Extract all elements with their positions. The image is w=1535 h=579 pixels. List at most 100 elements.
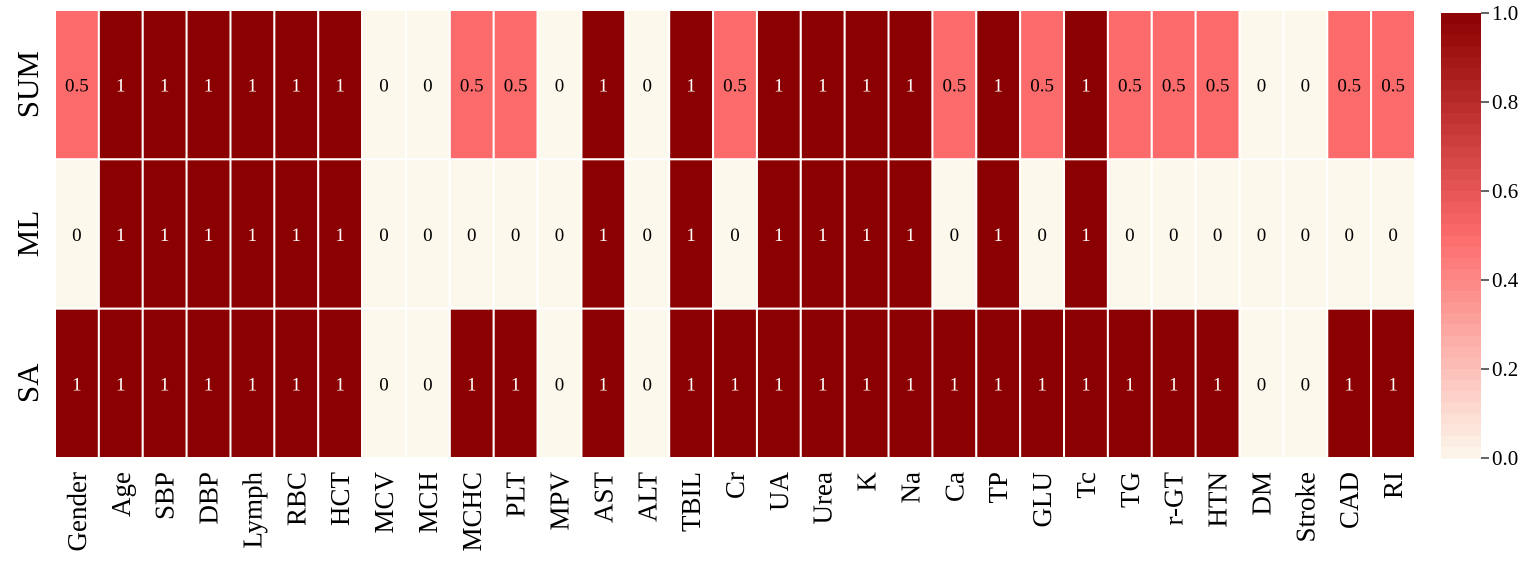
cell-value-label: 1 [686,374,696,395]
column-label-mch: MCH [413,472,443,534]
cell-value-label: 0 [1169,225,1179,246]
colorbar-segment [1441,291,1481,303]
column-label-tbil: TBIL [676,472,706,532]
cell-value-label: 0 [1257,225,1267,246]
column-labels: Gender Age SBP DBP Lymph RBC HCT MCV MCH MCHC PLT M… [62,471,1408,551]
cell-value-label: 1 [1081,374,1091,395]
cell-value-label: 0.5 [723,76,747,97]
colorbar-segment [1441,168,1481,181]
cell-value-label: 1 [248,76,258,97]
cell-value-label: 0.5 [1118,76,1142,97]
cell-value-label: 0 [1257,374,1267,395]
cell-value-label: 1 [335,76,345,97]
column-label-tp: TP [983,472,1013,504]
colorbar [1441,13,1481,459]
heatmap-cell-ml-tbil [668,158,715,310]
heatmap-cell-sa-age [97,307,144,459]
colorbar-segment [1441,113,1481,125]
heatmap-cell-sum-tp [975,9,1022,161]
heatmap-cell-sa-tp [975,307,1022,459]
colorbar-segment [1441,246,1481,259]
colorbar-segment [1441,357,1481,370]
colorbar-segment [1441,202,1481,214]
row-labels: SUM ML SA [10,51,45,403]
cell-value-label: 1 [599,225,609,246]
cell-value-label: 0 [379,76,389,97]
heatmap-cell-sum-ua [755,9,802,161]
colorbar-segment [1441,346,1481,359]
cell-value-label: 0 [1344,225,1354,246]
heatmap-cell-sum-ca [931,9,978,161]
heatmap-cell-ml-ua [755,158,802,310]
cell-value-label: 0.5 [1030,76,1054,97]
colorbar-segment [1441,435,1481,448]
heatmap-cell-sa-plt [492,307,539,459]
column-label-stroke: Stroke [1290,472,1320,543]
colorbar-segment [1441,46,1481,59]
cell-value-label: 0 [1125,225,1135,246]
heatmap-cell-sa-r-gt [1150,307,1197,459]
cell-value-label: 0 [1257,76,1267,97]
column-label-r-gt: r-GT [1159,471,1189,525]
colorbar-segment [1441,280,1481,292]
cell-value-label: 0 [1388,225,1398,246]
heatmap-cell-sa-tg [1106,307,1153,459]
heatmap-cell-sa-glu [1019,307,1066,459]
cell-value-label: 1 [335,374,345,395]
cell-value-label: 1 [774,76,784,97]
cell-value-label: 1 [599,374,609,395]
cell-value-label: 1 [862,225,872,246]
heatmap-cell-sum-mchc [448,9,495,161]
heatmap-cell-ml-plt [492,158,539,310]
cell-value-label: 0 [1213,225,1223,246]
column-label-mchc: MCHC [457,472,487,552]
cell-value-label: 0 [423,76,433,97]
cell-value-label: 1 [1388,374,1398,395]
column-label-lymph: Lymph [237,472,267,549]
heatmap-cell-sum-rbc [273,9,320,161]
cell-value-label: 1 [906,225,916,246]
heatmap-cell-ml-rbc [273,158,320,310]
column-label-urea: Urea [808,472,838,524]
heatmap-cell-sa-mpv [536,307,583,459]
heatmap-cell-sa-ast [580,307,627,459]
colorbar-segment [1441,68,1481,81]
heatmap-cell-ml-cr [712,158,758,310]
heatmap-cell-sum-urea [799,9,846,161]
column-label-plt: PLT [501,472,531,518]
column-label-k: K [852,472,882,492]
cell-value-label: 1 [1081,76,1091,97]
colorbar-segment [1441,146,1481,159]
colorbar-segment [1441,324,1481,337]
colorbar-tick-label: 0.2 [1492,357,1518,381]
column-label-age: Age [106,472,136,517]
cell-value-label: 0 [379,225,389,246]
column-label-rbc: RBC [281,472,311,526]
heatmap-cell-sa-mchc [448,307,495,459]
colorbar-tick-label: 0.4 [1492,268,1519,292]
colorbar-segment [1441,157,1481,170]
heatmap-cell-ml-urea [799,158,846,310]
heatmap-cell-ml-na [887,158,934,310]
colorbar-tick-label: 0.8 [1492,90,1518,114]
cell-value-label: 1 [774,374,784,395]
cell-value-label: 1 [730,374,740,395]
heatmap-cell-sa-k [843,307,890,459]
cell-value-label: 1 [1081,225,1091,246]
cell-value-label: 0 [379,374,389,395]
heatmap-cell-sum-glu [1019,9,1066,161]
cell-value-label: 1 [292,76,302,97]
colorbar-segment [1441,57,1481,70]
cell-value-label: 0 [511,225,521,246]
heatmap-cell-sa-cad [1326,307,1373,459]
cell-value-label: 0 [423,225,433,246]
column-label-hct: HCT [325,471,355,526]
heatmap-cell-sum-cr [712,9,758,161]
heatmap-cell-ml-tg [1106,158,1153,310]
column-label-mcv: MCV [369,471,399,533]
cell-value-label: 0.5 [1206,76,1230,97]
cell-value-label: 0 [555,76,565,97]
column-label-tc: Tc [1071,472,1101,499]
cell-value-label: 0 [1301,225,1311,246]
heatmap-cell-sa-tc [1063,307,1109,459]
